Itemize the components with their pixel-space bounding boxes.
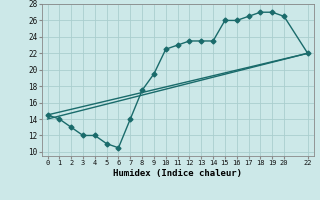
X-axis label: Humidex (Indice chaleur): Humidex (Indice chaleur) [113,169,242,178]
